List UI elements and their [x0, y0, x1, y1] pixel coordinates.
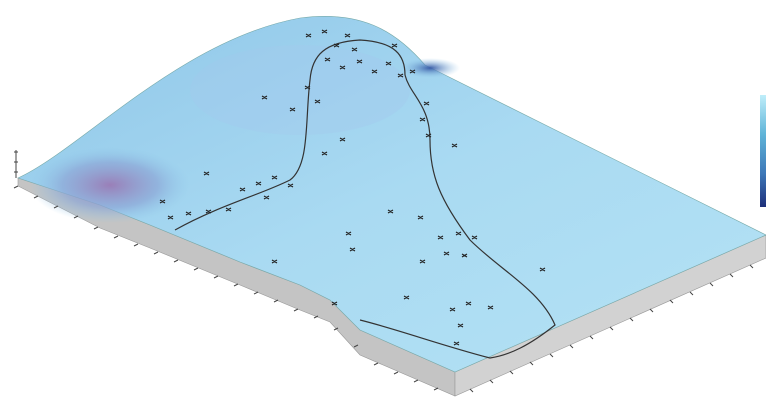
- color-bar: [760, 95, 766, 207]
- boundary-line: [174, 39, 556, 359]
- low-zone: [30, 147, 190, 223]
- edge-ticks: [13, 150, 754, 393]
- station-markers: [159, 29, 546, 346]
- terrain-surface: [17, 15, 766, 373]
- contour-zone: [190, 45, 410, 135]
- low-zone: [400, 58, 460, 78]
